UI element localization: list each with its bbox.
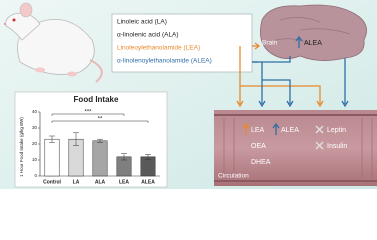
circulation-increased: LEA <box>251 127 265 134</box>
up-arrow <box>272 122 280 135</box>
y-tick-label: 10 <box>32 157 38 162</box>
circulation-unchanged: Leptin <box>327 127 346 134</box>
compound-box <box>111 13 253 73</box>
bar <box>92 140 108 177</box>
significance-label: *** <box>84 110 92 116</box>
no-change-mark <box>315 125 324 150</box>
y-tick-label: 20 <box>32 141 38 146</box>
y-tick-label: 0 <box>34 173 37 178</box>
up-arrow <box>242 122 250 135</box>
x-tick-label: LEA <box>119 179 129 185</box>
error-bar <box>97 138 103 143</box>
blood-vessel <box>214 110 377 186</box>
rat <box>3 2 103 83</box>
y-axis-label: 1 Hour Food Intake (g/kg BW) <box>19 117 24 177</box>
compound: α-linolenic acid (ALA) <box>117 32 179 39</box>
circulation-other: DHEA <box>251 159 271 166</box>
x-tick-label: LA <box>73 179 80 185</box>
circulation-increased: ALEA <box>281 127 299 134</box>
chart-title: Food Intake <box>74 95 119 104</box>
circulation-unchanged: Insulin <box>327 143 347 150</box>
significance-label: ** <box>98 117 103 123</box>
brain-finding: ALEA <box>304 40 322 47</box>
error-bar <box>145 154 151 160</box>
y-tick-label: 40 <box>32 109 38 114</box>
x-tick-label: ALA <box>95 179 106 185</box>
arrows <box>236 42 349 108</box>
vessel-wall <box>214 114 377 182</box>
error-bar <box>49 135 55 143</box>
x-tick-label: Control <box>43 179 61 185</box>
x-tick-label: ALEA <box>141 179 155 185</box>
brain <box>259 4 367 61</box>
brain-folds <box>274 17 351 45</box>
graphical-abstract: Linoleic acid (LA) α-linolenic acid (ALA… <box>0 0 377 189</box>
up-arrow <box>295 35 303 48</box>
significance-bracket <box>51 120 149 123</box>
vessel-stripes <box>223 118 373 178</box>
bar <box>140 156 156 177</box>
compound: Linoleic acid (LA) <box>117 19 167 26</box>
significance-bracket <box>51 113 125 116</box>
error-bar <box>121 153 127 161</box>
error-bar <box>73 132 79 146</box>
compound: α-linolenoylethanolamide (ALEA) <box>117 58 212 65</box>
circulation-label: Circulation <box>218 173 249 180</box>
y-tick-label: 30 <box>32 125 38 130</box>
circulation-other: OEA <box>251 143 266 150</box>
bar <box>44 138 60 177</box>
brain-label: Brain <box>262 40 278 47</box>
compound: Linoleoylethanolamide (LEA) <box>117 45 200 52</box>
